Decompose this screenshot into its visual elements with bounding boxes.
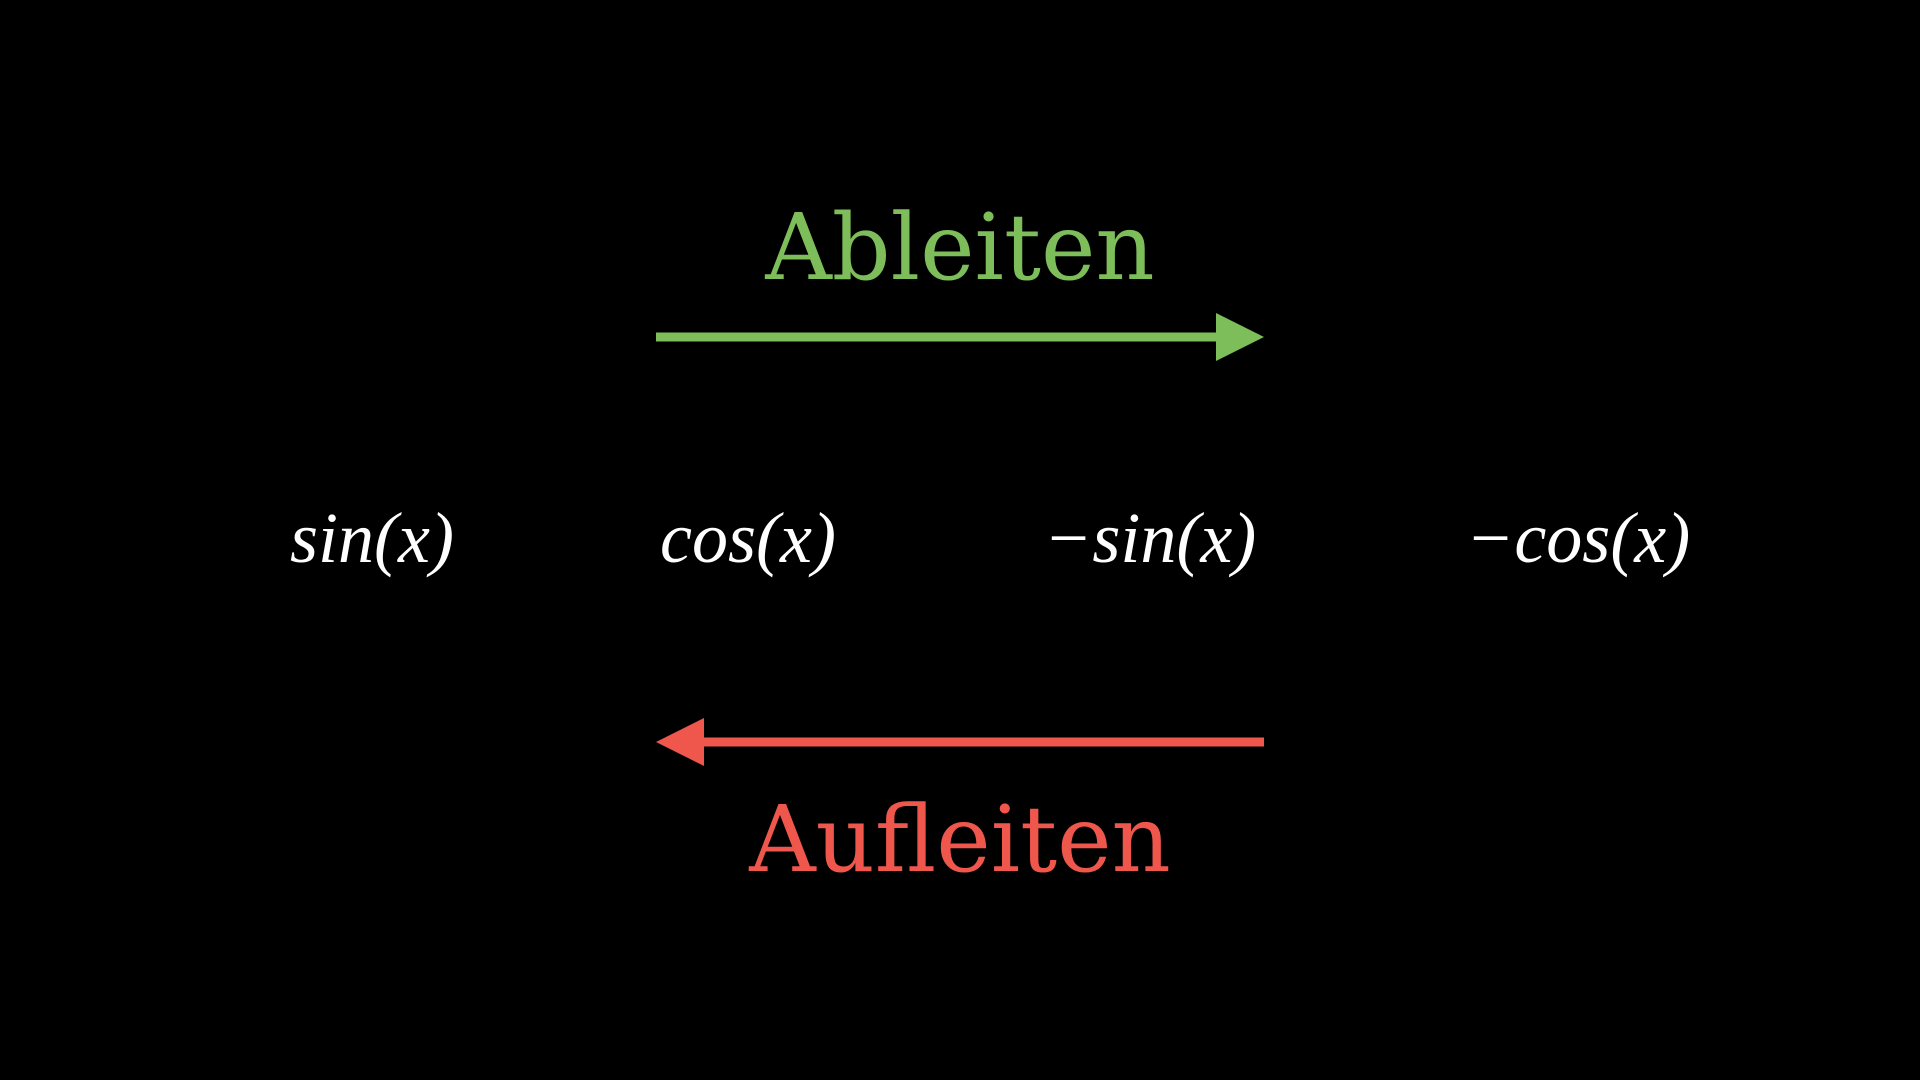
integrate-label: Aufleiten	[749, 786, 1171, 893]
derive-arrow-head	[1216, 313, 1264, 361]
function-sin: sin(x)	[290, 498, 454, 578]
derive-arrow	[656, 313, 1264, 361]
derive-label: Ableiten	[765, 194, 1155, 301]
function-neg-cos: −cos(x)	[1465, 498, 1691, 578]
integrate-arrow	[656, 718, 1264, 766]
function-neg-sin: −sin(x)	[1043, 498, 1257, 578]
integrate-arrow-head	[656, 718, 704, 766]
function-cos: cos(x)	[660, 498, 836, 578]
